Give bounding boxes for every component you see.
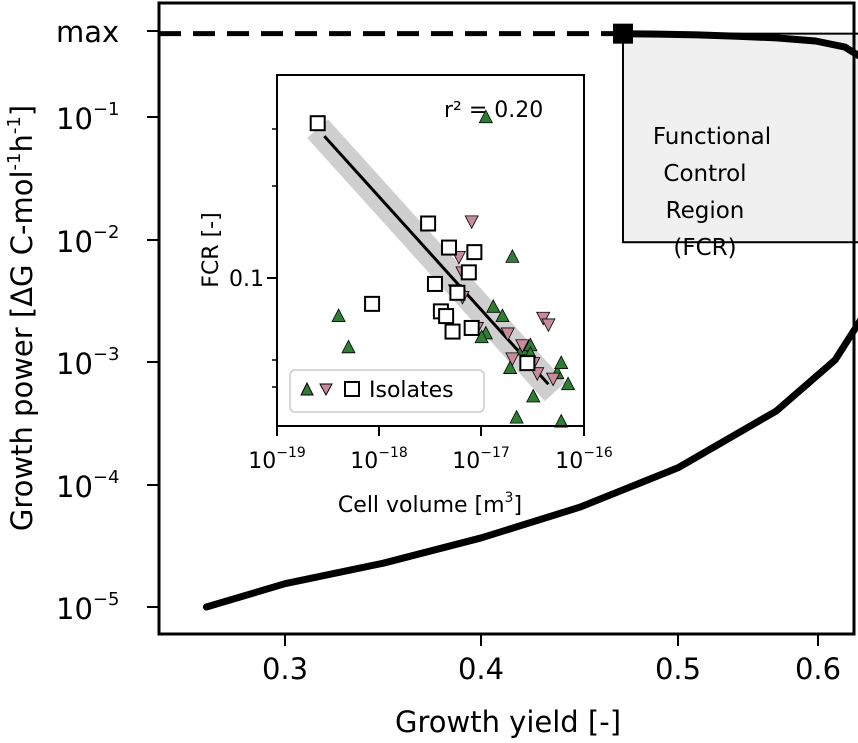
y-tick-label-1e-3: 10−3 [56,344,119,381]
inset-x-tick-label-1e-17: 10−17 [452,445,510,474]
scatter-point-square-open-3 [426,275,443,292]
inset-legend-label: Isolates [369,378,454,403]
inset-scatter-points [309,109,576,428]
inset-x-tick-label-1e-18: 10−18 [350,445,408,474]
x-tick-label-0.3: 0.3 [262,652,308,686]
scatter-point-triangle-down-11 [545,372,561,387]
scatter-point-triangle-down-10 [505,352,520,367]
scatter-point-square-open-10 [466,244,483,261]
scatter-point-triangle-up-3 [486,298,501,313]
fcr-label-line1: Functional [653,124,771,150]
x-tick-label-0.5: 0.5 [655,652,701,686]
scatter-point-square-open-1 [364,295,381,312]
inset-legend: Isolates [289,369,485,413]
fcr-label-line2: Control [663,161,746,187]
legend-square-icon [344,381,360,397]
inset-r2-annotation: r² = 0.20 [444,98,543,123]
scatter-point-triangle-up-9 [509,409,524,424]
y-tick-label-1e-4: 10−4 [56,467,119,504]
scatter-point-triangle-down-8 [541,318,556,333]
scatter-point-square-open-0 [309,115,326,132]
scatter-point-triangle-up-6 [505,248,520,263]
fcr-label-line3: Region [666,198,745,224]
scatter-point-square-open-7 [444,323,461,340]
scatter-point-triangle-up-13 [554,413,569,428]
inset-axes-frame [276,74,585,427]
inset-legend-box [289,369,485,413]
y-tick-label-1e-1: 10−1 [56,99,119,136]
y-tick-label-max: max [56,15,119,49]
legend-triangle-up-icon [300,381,314,396]
scatter-point-square-open-8 [449,284,466,301]
scatter-point-triangle-up-1 [341,339,356,354]
inset-x-axis-label: Cell volume [m3] [338,490,522,518]
scatter-point-square-open-6 [440,239,457,256]
inset-y-axis-label: FCR [-] [199,212,224,287]
inset-x-tick-label-1e-19: 10−19 [248,445,306,474]
y-tick-label-1e-5: 10−5 [56,589,119,626]
x-axis-label: Growth yield [-] [395,705,621,739]
inset-x-tick-label-1e-16: 10−16 [555,445,613,474]
scatter-point-triangle-down-9 [500,327,515,342]
scatter-point-triangle-up-2 [478,109,493,124]
scatter-point-triangle-up-7 [502,360,518,374]
scatter-point-square-open-2 [420,215,437,232]
scatter-point-triangle-down-0 [464,215,479,230]
scatter-point-triangle-up-18 [554,355,569,370]
inset-y-tick-label-0.1: 0.1 [229,267,264,292]
scatter-point-triangle-up-0 [331,308,346,322]
curve-marker-max [612,23,633,44]
scatter-point-triangle-down-4 [515,339,530,354]
legend-triangle-down-icon [319,383,333,397]
scatter-point-square-open-11 [460,264,477,281]
y-tick-label-1e-2: 10−2 [56,222,119,259]
fcr-region [621,32,858,244]
scatter-point-triangle-up-16 [474,329,489,344]
x-tick-label-0.6: 0.6 [795,652,841,686]
scatter-point-triangle-up-5 [495,308,510,322]
x-tick-label-0.4: 0.4 [458,652,504,686]
fcr-label-line4: (FCR) [673,235,736,261]
scatter-point-square-open-9 [463,319,480,336]
growth-curve [202,30,858,611]
scatter-point-triangle-down-7 [536,311,551,326]
y-axis-label: Growth power [ΔG C-mol-1h-1] [4,105,39,531]
scatter-point-triangle-up-11 [526,388,541,403]
fit-line [323,135,550,386]
scatter-point-square-open-12 [519,355,536,372]
scatter-point-square-open-5 [438,308,455,325]
main-axes-frame [157,1,856,636]
scatter-point-triangle-up-14 [560,376,576,391]
